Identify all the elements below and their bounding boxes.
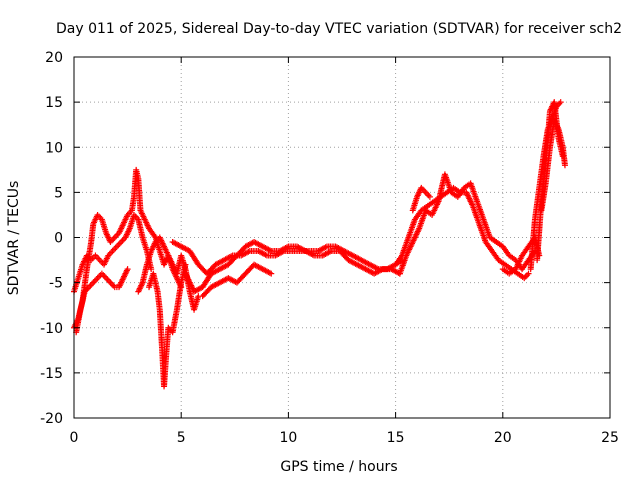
y-tick-label: 10	[45, 140, 63, 156]
series-arc-c	[73, 266, 131, 336]
data-point-marker	[525, 270, 532, 277]
y-axis-label: SDTVAR / TECUs	[6, 181, 22, 296]
x-tick-label: 20	[494, 430, 512, 446]
data-point-marker	[148, 266, 155, 273]
y-tick-label: -15	[40, 366, 63, 382]
x-tick-label: 15	[387, 430, 405, 446]
y-tick-label: -5	[49, 276, 63, 292]
y-tick-label: 15	[45, 95, 63, 111]
data-point-marker	[182, 261, 189, 268]
series-arc-d	[146, 261, 189, 390]
x-tick-label: 5	[177, 430, 186, 446]
y-tick-label: 0	[54, 231, 63, 247]
data-point-marker	[426, 193, 433, 200]
x-axis-label: GPS time / hours	[280, 459, 397, 475]
data-point-marker	[557, 99, 564, 106]
series-arc-k	[409, 184, 433, 214]
data-points	[71, 99, 568, 390]
data-point-marker	[268, 270, 275, 277]
series-arc-o	[538, 117, 568, 214]
grid-lines	[74, 57, 610, 418]
axis-ticks: 0 5 10 15 20 25 -20 -15 -10 -5 0 5 10 15 20	[40, 50, 619, 446]
data-point-marker	[561, 162, 568, 169]
y-tick-label: -10	[40, 321, 63, 337]
series-arc-h	[199, 261, 275, 300]
y-tick-label: 5	[54, 185, 63, 201]
data-point-marker	[178, 284, 185, 291]
chart-title: Day 011 of 2025, Sidereal Day-to-day VTE…	[56, 21, 622, 37]
x-tick-label: 25	[601, 430, 619, 446]
data-point-marker	[124, 266, 131, 273]
series-arc-e	[135, 234, 185, 295]
x-tick-label: 0	[70, 430, 79, 446]
y-tick-label: 20	[45, 50, 63, 66]
x-tick-label: 10	[279, 430, 297, 446]
y-tick-label: -20	[40, 411, 63, 427]
